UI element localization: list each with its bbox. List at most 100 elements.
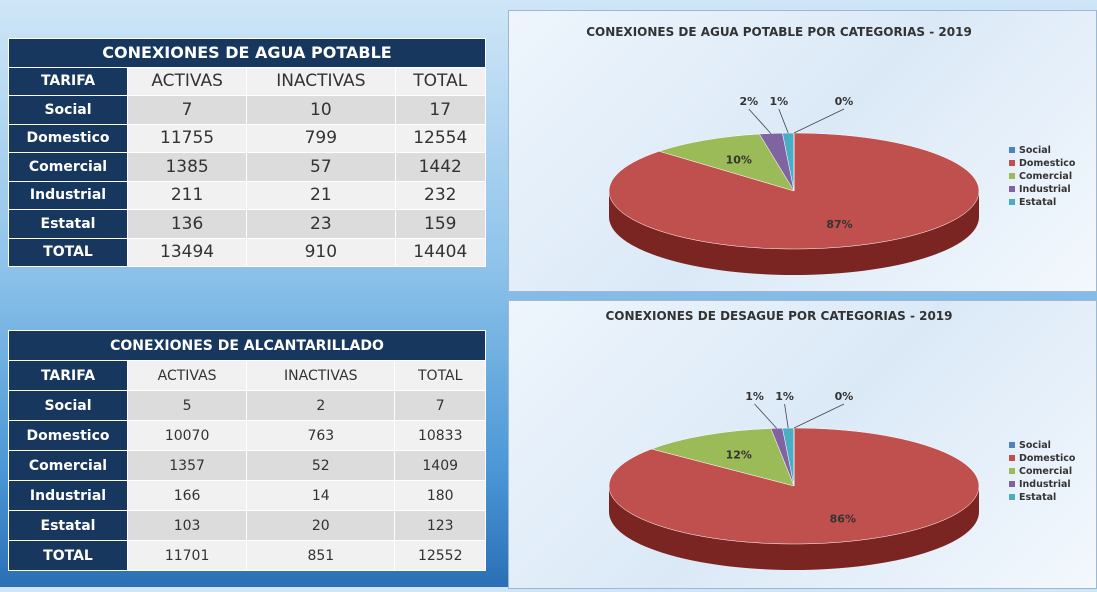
table-row: Industrial 211 21 232	[8, 180, 486, 210]
leader-line	[784, 403, 789, 429]
leader-line	[793, 108, 845, 134]
row-label: Comercial	[8, 450, 128, 481]
legend-label: Comercial	[1019, 171, 1072, 182]
row-label: Comercial	[8, 152, 128, 182]
column-header: TARIFA	[8, 360, 128, 391]
table-row: Estatal 103 20 123	[8, 510, 486, 541]
pie-depth	[609, 191, 979, 275]
data-label: 1%	[775, 390, 794, 403]
table-cell: 1385	[126, 152, 248, 182]
table-cell: 123	[394, 510, 486, 541]
table-cell: 14404	[394, 237, 486, 267]
header-row: TARIFA ACTIVAS INACTIVAS TOTAL	[8, 360, 486, 391]
pie-depth	[609, 486, 979, 570]
table-cell: 2	[246, 390, 396, 421]
data-label: 10%	[726, 153, 752, 166]
table-title-row: CONEXIONES DE AGUA POTABLE	[8, 38, 486, 68]
data-label: 1%	[769, 95, 788, 108]
table-cell: 211	[126, 180, 248, 210]
data-label: 1%	[745, 390, 764, 403]
table-cell: 763	[246, 420, 396, 451]
table-cell: 7	[394, 390, 486, 421]
table-cell: 851	[246, 540, 396, 571]
table-row: Social 5 2 7	[8, 390, 486, 421]
legend-label: Estatal	[1019, 492, 1056, 503]
table-cell: 13494	[126, 237, 248, 267]
table-row: Social 7 10 17	[8, 95, 486, 125]
table-cell: 21	[246, 180, 396, 210]
row-label: Industrial	[8, 180, 128, 210]
chart: 10% 87% 2% 1% 0% Social Domestico Comercial Indu…	[608, 95, 1076, 275]
table: CONEXIONES DE ALCANTARILLADO TARIFA ACTIVA…	[8, 330, 486, 571]
table-row: Comercial 1385 57 1442	[8, 152, 486, 182]
table-row: Estatal 136 23 159	[8, 209, 486, 239]
header-row: TARIFA ACTIVAS INACTIVAS TOTAL	[8, 66, 486, 96]
legend-label: Comercial	[1019, 466, 1072, 477]
legend-label: Estatal	[1019, 197, 1056, 208]
row-label: TOTAL	[8, 237, 128, 267]
data-label: 2%	[739, 95, 758, 108]
data-label: 87%	[826, 218, 852, 231]
table-cell: 12552	[394, 540, 486, 571]
chart-panel: CONEXIONES DE DESAGUE POR CATEGORIAS - 2…	[508, 300, 1097, 589]
leader-line	[754, 403, 777, 429]
table-cell: 10833	[394, 420, 486, 451]
table-cell: 799	[246, 123, 396, 153]
table-cell: 11701	[126, 540, 248, 571]
row-label: Industrial	[8, 480, 128, 511]
legend-label: Social	[1019, 145, 1051, 156]
table-row: Domestico 11755 799 12554	[8, 123, 486, 153]
leader-line	[778, 108, 789, 134]
legend-swatch	[1009, 173, 1015, 179]
chart-title: CONEXIONES DE DESAGUE POR CATEGORIAS - 2…	[605, 309, 953, 323]
row-label: Domestico	[8, 420, 128, 451]
table-row: Comercial 1357 52 1409	[8, 450, 486, 481]
legend-label: Industrial	[1019, 479, 1071, 490]
row-label: TOTAL	[8, 540, 128, 571]
table-cell: 103	[126, 510, 248, 541]
pie-slice	[658, 133, 795, 192]
table-cell: 14	[246, 480, 396, 511]
row-label: Estatal	[8, 209, 128, 239]
table-title-row: CONEXIONES DE ALCANTARILLADO	[8, 330, 486, 361]
chart: 12% 86% 1% 1% 0% Social Domestico Comercial Indu…	[608, 390, 1076, 570]
column-header: INACTIVAS	[246, 66, 396, 96]
table-title: CONEXIONES DE ALCANTARILLADO	[8, 330, 486, 361]
legend-label: Domestico	[1019, 158, 1076, 169]
chart-title: CONEXIONES DE AGUA POTABLE POR CATEGORIA…	[586, 25, 972, 39]
column-header: INACTIVAS	[246, 360, 396, 391]
column-header: TOTAL	[394, 360, 486, 391]
legend-label: Industrial	[1019, 184, 1071, 195]
legend-swatch	[1009, 481, 1015, 487]
table-cell: 57	[246, 152, 396, 182]
row-label: Domestico	[8, 123, 128, 153]
table-cell: 136	[126, 209, 248, 239]
pie-slice	[650, 428, 795, 487]
table-cell: 12554	[394, 123, 486, 153]
legend-swatch	[1009, 147, 1015, 153]
table-cell: 232	[394, 180, 486, 210]
table-cell: 159	[394, 209, 486, 239]
legend-swatch	[1009, 186, 1015, 192]
table-cell: 1409	[394, 450, 486, 481]
table-cell: 5	[126, 390, 248, 421]
data-label: 0%	[835, 390, 854, 403]
table-cell: 7	[126, 95, 248, 125]
leader-line	[793, 403, 845, 429]
legend-label: Domestico	[1019, 453, 1076, 464]
legend-swatch	[1009, 468, 1015, 474]
table-row: TOTAL 11701 851 12552	[8, 540, 486, 571]
table-cell: 11755	[126, 123, 248, 153]
column-header: ACTIVAS	[126, 66, 248, 96]
data-label: 12%	[726, 448, 752, 461]
row-label: Social	[8, 95, 128, 125]
table-cell: 1442	[394, 152, 486, 182]
data-label: 86%	[830, 513, 856, 526]
table-cell: 180	[394, 480, 486, 511]
table-cell: 1357	[126, 450, 248, 481]
table: CONEXIONES DE AGUA POTABLE TARIFA ACTIVAS I…	[8, 38, 486, 267]
data-label: 0%	[835, 95, 854, 108]
column-header: TOTAL	[394, 66, 486, 96]
table-cell: 10070	[126, 420, 248, 451]
